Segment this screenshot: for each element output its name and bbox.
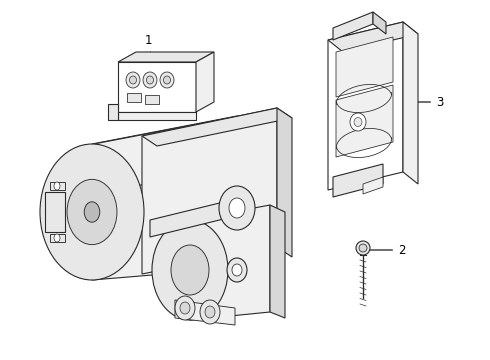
- Ellipse shape: [126, 72, 140, 88]
- Ellipse shape: [356, 241, 370, 255]
- Polygon shape: [328, 22, 403, 190]
- Polygon shape: [270, 205, 285, 318]
- Ellipse shape: [147, 76, 153, 84]
- Ellipse shape: [40, 144, 144, 280]
- Polygon shape: [94, 114, 250, 194]
- Ellipse shape: [84, 202, 100, 222]
- Polygon shape: [150, 198, 240, 237]
- Ellipse shape: [350, 113, 366, 131]
- Polygon shape: [50, 182, 65, 190]
- Polygon shape: [336, 37, 393, 97]
- Polygon shape: [127, 93, 141, 102]
- Ellipse shape: [171, 245, 209, 295]
- Polygon shape: [50, 234, 65, 242]
- Ellipse shape: [54, 234, 60, 242]
- Ellipse shape: [354, 117, 362, 126]
- Polygon shape: [333, 12, 373, 40]
- Ellipse shape: [160, 72, 174, 88]
- Polygon shape: [118, 62, 196, 112]
- Polygon shape: [190, 205, 270, 320]
- Polygon shape: [92, 116, 237, 280]
- Polygon shape: [336, 85, 393, 157]
- Ellipse shape: [227, 258, 247, 282]
- Polygon shape: [145, 95, 159, 104]
- Ellipse shape: [180, 302, 190, 314]
- Polygon shape: [196, 52, 214, 112]
- Ellipse shape: [152, 220, 228, 320]
- Ellipse shape: [54, 182, 60, 190]
- Ellipse shape: [164, 76, 171, 84]
- Text: 3: 3: [413, 95, 443, 108]
- Polygon shape: [108, 104, 118, 120]
- Ellipse shape: [359, 244, 367, 252]
- Polygon shape: [118, 52, 214, 62]
- Polygon shape: [175, 300, 235, 325]
- Polygon shape: [118, 112, 196, 120]
- Ellipse shape: [205, 306, 215, 318]
- Ellipse shape: [175, 296, 195, 320]
- Polygon shape: [403, 22, 418, 184]
- Ellipse shape: [219, 186, 255, 230]
- Text: 2: 2: [369, 243, 406, 257]
- Polygon shape: [142, 108, 277, 274]
- Ellipse shape: [232, 264, 242, 276]
- Polygon shape: [363, 177, 383, 194]
- Polygon shape: [277, 108, 292, 257]
- Polygon shape: [328, 22, 418, 52]
- Ellipse shape: [229, 198, 245, 218]
- Ellipse shape: [143, 72, 157, 88]
- Polygon shape: [373, 12, 386, 34]
- Ellipse shape: [200, 300, 220, 324]
- Polygon shape: [142, 108, 292, 146]
- Polygon shape: [333, 164, 383, 197]
- Polygon shape: [45, 192, 65, 232]
- Ellipse shape: [129, 76, 137, 84]
- Text: 1: 1: [144, 33, 154, 69]
- Ellipse shape: [67, 179, 117, 245]
